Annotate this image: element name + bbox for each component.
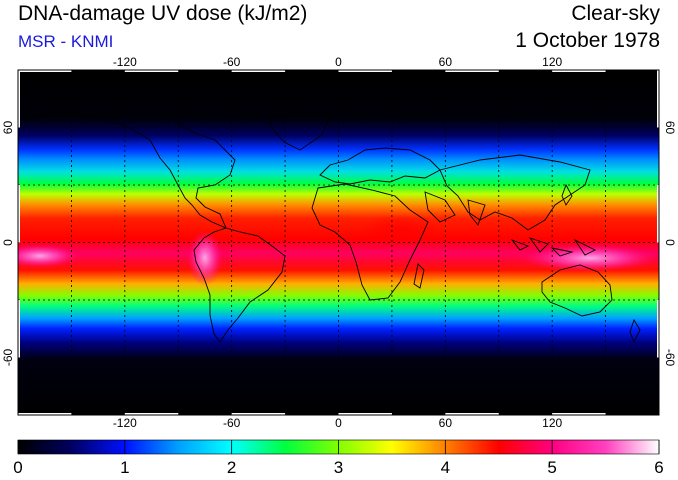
colorbar-ticks (17, 440, 660, 454)
lon-label: -60 (223, 55, 241, 69)
lon-label: -120 (113, 416, 137, 430)
map-frame (17, 69, 660, 416)
lon-labels-bottom: -120 -60 0 60 120 (113, 416, 563, 430)
graticule (18, 70, 659, 415)
lat-label: -60 (1, 349, 15, 367)
colorbar-label: 2 (226, 458, 237, 477)
lon-label: 120 (542, 55, 562, 69)
map-date: 1 October 1978 (515, 29, 660, 52)
sky-condition: Clear-sky (571, 2, 660, 25)
lon-label: 120 (542, 416, 562, 430)
lat-label: 0 (663, 239, 677, 246)
lon-labels-top: -120 -60 0 60 120 (113, 55, 563, 69)
colorbar-label: 5 (547, 458, 557, 477)
lon-label: 0 (335, 55, 342, 69)
map-title: DNA-damage UV dose (kJ/m2) (18, 2, 308, 25)
hotspot-indonesia (520, 244, 659, 272)
lat-label: -60 (663, 349, 677, 367)
lon-label: -60 (223, 416, 241, 430)
colorbar-label: 4 (440, 458, 451, 477)
colorbar-label: 6 (654, 458, 664, 477)
lon-label: 0 (335, 416, 342, 430)
colorbar-label: 1 (120, 458, 130, 477)
hotspot-andes (187, 230, 223, 286)
lon-label: 60 (439, 55, 453, 69)
data-source: MSR - KNMI (18, 32, 114, 51)
colorbar-label: 0 (13, 458, 23, 477)
lat-label: 0 (1, 239, 15, 246)
lat-labels-left: 60 0 -60 (1, 121, 15, 367)
colorbar-label: 3 (333, 458, 344, 477)
lat-labels-right: 60 0 -60 (663, 121, 677, 367)
lat-label: 60 (1, 121, 15, 135)
lon-label: -120 (113, 55, 137, 69)
hotspot-east-pacific (18, 244, 80, 268)
lat-label: 60 (663, 121, 677, 135)
hotspot-africa (360, 214, 440, 246)
lon-label: 60 (439, 416, 453, 430)
